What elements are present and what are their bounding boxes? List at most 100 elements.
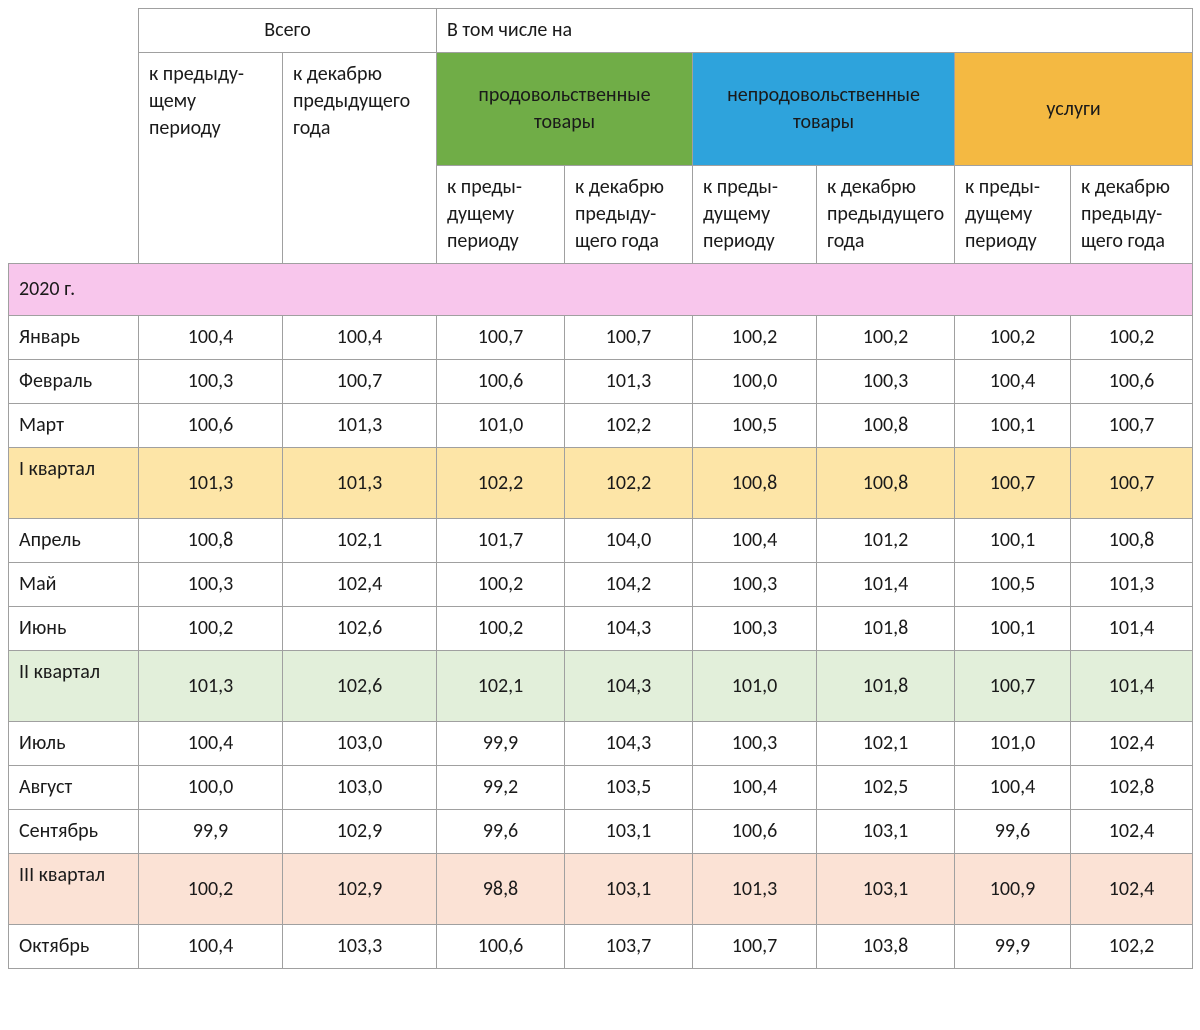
data-cell: 100,8 — [139, 519, 283, 563]
data-cell: 100,2 — [1071, 316, 1193, 360]
data-cell: 102,4 — [1071, 810, 1193, 854]
data-cell: 100,6 — [1071, 360, 1193, 404]
data-cell: 103,1 — [817, 810, 955, 854]
data-cell: 100,2 — [437, 563, 565, 607]
data-cell: 101,2 — [817, 519, 955, 563]
row-label: Июнь — [9, 607, 139, 651]
price-index-table: Всего В том числе на к предыду-щему пери… — [8, 8, 1193, 969]
data-cell: 100,4 — [955, 766, 1071, 810]
data-cell: 100,2 — [437, 607, 565, 651]
data-cell: 102,6 — [283, 651, 437, 722]
header-including: В том числе на — [437, 9, 1193, 53]
row-label: I квартал — [9, 448, 139, 519]
data-cell: 102,9 — [283, 854, 437, 925]
data-cell: 100,2 — [693, 316, 817, 360]
data-cell: 100,7 — [693, 925, 817, 969]
data-cell: 104,2 — [565, 563, 693, 607]
data-cell: 100,0 — [139, 766, 283, 810]
data-cell: 98,8 — [437, 854, 565, 925]
data-cell: 100,3 — [817, 360, 955, 404]
year-row: 2020 г. — [9, 264, 1193, 316]
data-cell: 100,4 — [693, 519, 817, 563]
row-label: Февраль — [9, 360, 139, 404]
row-label: Июль — [9, 722, 139, 766]
header-total-prev-period: к предыду-щему периоду — [139, 53, 283, 264]
row-label: Октябрь — [9, 925, 139, 969]
data-cell: 101,7 — [437, 519, 565, 563]
data-cell: 99,6 — [955, 810, 1071, 854]
data-cell: 99,6 — [437, 810, 565, 854]
data-cell: 102,5 — [817, 766, 955, 810]
blank-corner-mid — [9, 53, 139, 166]
data-cell: 100,4 — [955, 360, 1071, 404]
data-cell: 103,0 — [283, 722, 437, 766]
data-cell: 101,3 — [693, 854, 817, 925]
data-cell: 100,1 — [955, 404, 1071, 448]
header-category-services: услуги — [955, 53, 1193, 166]
header-food-dec-prev-year: к декабрю предыду-щего года — [565, 166, 693, 264]
data-cell: 100,8 — [1071, 519, 1193, 563]
data-cell: 100,7 — [437, 316, 565, 360]
data-cell: 100,4 — [139, 925, 283, 969]
data-cell: 102,2 — [437, 448, 565, 519]
row-label: Сентябрь — [9, 810, 139, 854]
blank-corner-bottom — [9, 166, 139, 264]
data-cell: 100,7 — [283, 360, 437, 404]
data-cell: 103,1 — [565, 810, 693, 854]
header-category-food: продовольственные товары — [437, 53, 693, 166]
data-cell: 100,6 — [139, 404, 283, 448]
data-cell: 103,1 — [565, 854, 693, 925]
data-cell: 104,3 — [565, 722, 693, 766]
data-cell: 100,3 — [693, 607, 817, 651]
data-cell: 100,3 — [139, 360, 283, 404]
data-cell: 100,9 — [955, 854, 1071, 925]
data-cell: 100,4 — [139, 722, 283, 766]
header-total-dec-prev-year: к декабрю предыдущего года — [283, 53, 437, 264]
data-cell: 100,0 — [693, 360, 817, 404]
data-cell: 102,2 — [1071, 925, 1193, 969]
data-cell: 102,1 — [817, 722, 955, 766]
data-cell: 100,4 — [693, 766, 817, 810]
header-nonfood-dec-prev-year: к декабрю предыдущего года — [817, 166, 955, 264]
data-cell: 100,1 — [955, 607, 1071, 651]
data-cell: 100,5 — [955, 563, 1071, 607]
data-cell: 102,1 — [283, 519, 437, 563]
data-cell: 100,8 — [693, 448, 817, 519]
data-cell: 100,4 — [139, 316, 283, 360]
row-label: Январь — [9, 316, 139, 360]
data-cell: 99,9 — [955, 925, 1071, 969]
data-cell: 99,9 — [437, 722, 565, 766]
data-cell: 100,3 — [693, 563, 817, 607]
row-label: Апрель — [9, 519, 139, 563]
header-services-prev-period: к преды-дущему периоду — [955, 166, 1071, 264]
data-cell: 102,4 — [1071, 854, 1193, 925]
data-cell: 100,6 — [437, 360, 565, 404]
data-cell: 101,0 — [955, 722, 1071, 766]
data-cell: 104,0 — [565, 519, 693, 563]
data-cell: 100,6 — [437, 925, 565, 969]
data-cell: 103,7 — [565, 925, 693, 969]
data-cell: 100,7 — [565, 316, 693, 360]
data-cell: 101,4 — [817, 563, 955, 607]
row-label: Май — [9, 563, 139, 607]
data-cell: 102,4 — [283, 563, 437, 607]
data-cell: 103,0 — [283, 766, 437, 810]
data-cell: 100,2 — [139, 854, 283, 925]
data-cell: 100,2 — [139, 607, 283, 651]
row-label: Март — [9, 404, 139, 448]
data-cell: 102,2 — [565, 448, 693, 519]
data-cell: 100,3 — [693, 722, 817, 766]
data-cell: 99,9 — [139, 810, 283, 854]
row-label: III квартал — [9, 854, 139, 925]
header-total: Всего — [139, 9, 437, 53]
data-cell: 102,1 — [437, 651, 565, 722]
data-cell: 100,7 — [1071, 448, 1193, 519]
header-services-dec-prev-year: к декабрю предыду-щего года — [1071, 166, 1193, 264]
data-cell: 103,8 — [817, 925, 955, 969]
data-cell: 100,8 — [817, 448, 955, 519]
data-cell: 101,8 — [817, 607, 955, 651]
data-cell: 101,0 — [437, 404, 565, 448]
data-cell: 100,2 — [817, 316, 955, 360]
header-food-prev-period: к преды-дущему периоду — [437, 166, 565, 264]
data-cell: 101,0 — [693, 651, 817, 722]
